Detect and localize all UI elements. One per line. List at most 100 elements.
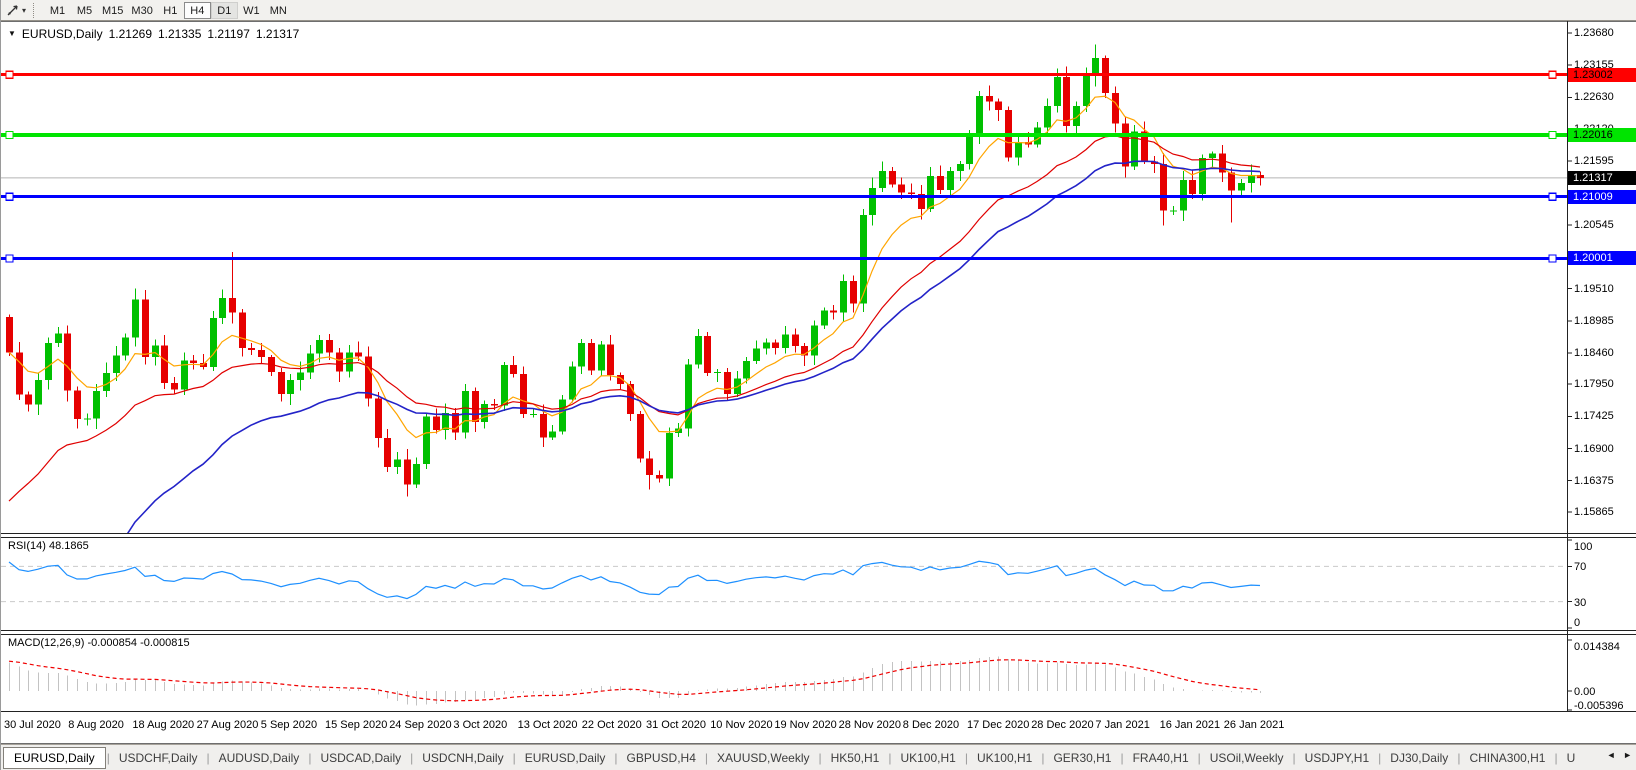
timeframe-button-m15[interactable]: M15 (98, 2, 127, 19)
candle-body (258, 349, 265, 358)
candle-body (918, 194, 925, 209)
tab-separator: | (1041, 750, 1045, 765)
date-axis-label: 31 Oct 2020 (646, 719, 706, 731)
candle-body (1112, 93, 1119, 124)
symbol-dropdown-triangle-icon[interactable]: ▼ (8, 29, 16, 38)
chart-tab-usoil-weekly[interactable]: USOil,Weekly (1209, 750, 1284, 765)
date-axis-label: 22 Oct 2020 (581, 719, 642, 731)
tab-separator: | (964, 750, 968, 765)
line-drag-handle[interactable] (5, 192, 14, 201)
timeframe-button-group: M1 M5 M15 M30 H1 H4 D1 W1 MN (44, 1, 292, 19)
chevron-down-icon[interactable]: ▾ (22, 5, 27, 15)
ohlc-low-value: 1.21197 (207, 27, 250, 41)
timeframe-button-h4[interactable]: H4 (183, 1, 211, 19)
candle-body (171, 382, 178, 390)
macd-axis-tick-label: 0.014384 (1574, 641, 1620, 653)
date-axis-label: 27 Aug 2020 (196, 719, 259, 731)
candle-body (161, 345, 168, 383)
tab-separator: | (410, 750, 414, 765)
candle-body (122, 337, 129, 356)
price-level-line[interactable] (1, 133, 1567, 137)
rsi-pane-group (1, 560, 1567, 603)
chart-tab-fra40-h1[interactable]: FRA40,H1 (1132, 750, 1189, 765)
candle-body (578, 343, 585, 367)
candle-body (1083, 75, 1090, 106)
chart-tab-usdcad-daily[interactable]: USDCAD,Daily (320, 750, 402, 765)
line-drag-handle[interactable] (1548, 254, 1557, 263)
chart-tab-audusd-daily[interactable]: AUDUSD,Daily (218, 750, 300, 765)
ohlc-open-value: 1.21269 (108, 27, 152, 41)
candle-body (1092, 58, 1099, 76)
chart-tab-usdjpy-h1[interactable]: USDJPY,H1 (1304, 750, 1370, 765)
candle-body (1257, 175, 1264, 178)
timeframe-button-d1[interactable]: D1 (210, 1, 238, 19)
candle-body (685, 364, 692, 429)
chart-tab-eurusd-daily[interactable]: EURUSD,Daily (524, 750, 606, 765)
candle-body (598, 344, 605, 371)
chart-tab-dj30-daily[interactable]: DJ30,Daily (1390, 750, 1449, 765)
line-drag-handle[interactable] (5, 254, 14, 263)
top-toolbar: ▾ M1 M5 M15 M30 H1 H4 D1 W1 MN (1, 0, 1636, 21)
timeframe-button-m5[interactable]: M5 (71, 2, 98, 19)
horizontal-lines-group (1, 70, 1567, 263)
chart-tab-uk100-h1[interactable]: UK100,H1 (900, 750, 956, 765)
date-axis-label: 16 Jan 2021 (1159, 719, 1221, 731)
timeframe-button-m30[interactable]: M30 (127, 2, 156, 19)
date-axis-label: 7 Jan 2021 (1095, 719, 1150, 731)
timeframe-button-h1[interactable]: H1 (157, 2, 184, 19)
chart-tab-uk100-h1[interactable]: UK100,H1 (976, 750, 1033, 765)
candle-body (462, 390, 469, 433)
candle-body (656, 474, 663, 479)
date-axis-label: 17 Dec 2020 (967, 719, 1030, 731)
scroll-right-icon[interactable]: ► (1623, 750, 1632, 760)
chart-tab-usdchf-daily[interactable]: USDCHF,Daily (118, 750, 198, 765)
candle-body (530, 414, 537, 416)
candle-body (957, 164, 964, 171)
candle-body (821, 310, 828, 326)
current-price-badge: 1.21317 (1568, 170, 1636, 185)
candle-body (35, 379, 42, 405)
line-drag-handle[interactable] (1548, 192, 1557, 201)
candle-body (103, 373, 110, 391)
candle-body (850, 281, 857, 304)
candle-body (190, 360, 197, 363)
arrow-tool-icon[interactable]: ▾ (4, 2, 28, 19)
timeframe-button-mn[interactable]: MN (265, 2, 292, 19)
price-axis-tick-label: 1.19510 (1574, 282, 1614, 295)
chart-tab-eurusd-daily[interactable]: EURUSD,Daily (3, 746, 106, 769)
price-level-badge: 1.21009 (1568, 189, 1636, 204)
candle-body (84, 418, 91, 420)
timeframe-button-w1[interactable]: W1 (238, 2, 265, 19)
chart-tab-ger30-h1[interactable]: GER30,H1 (1053, 750, 1112, 765)
ma-line-slow (126, 160, 1261, 533)
date-axis-label: 8 Dec 2020 (902, 719, 960, 731)
candle-body (724, 371, 731, 395)
line-drag-handle[interactable] (1548, 130, 1557, 140)
chart-tab-china300-h1[interactable]: CHINA300,H1 (1469, 750, 1546, 765)
timeframe-button-m1[interactable]: M1 (44, 2, 71, 19)
tab-separator: | (1120, 750, 1124, 765)
chart-tab-u[interactable]: U (1566, 750, 1576, 765)
line-drag-handle[interactable] (5, 130, 14, 140)
candle-body (442, 413, 449, 431)
candle-body (937, 175, 944, 190)
candle-body (152, 345, 159, 358)
scroll-left-icon[interactable]: ◄ (1606, 750, 1616, 760)
chart-tab-usdcnh-daily[interactable]: USDCNH,Daily (422, 750, 504, 765)
toolbar-separator (33, 2, 38, 18)
candle-body (394, 459, 401, 467)
price-level-line[interactable] (1, 73, 1567, 77)
line-drag-handle[interactable] (1548, 70, 1557, 79)
candle-body (16, 352, 23, 395)
chart-tab-xauusd-weekly[interactable]: XAUUSD,Weekly (717, 750, 810, 765)
line-drag-handle[interactable] (5, 70, 14, 79)
price-level-line[interactable] (1, 257, 1567, 260)
tab-separator: | (206, 750, 210, 765)
chart-tab-gbpusd-h4[interactable]: GBPUSD,H4 (626, 750, 696, 765)
price-level-line[interactable] (1, 195, 1567, 199)
arrow-tool-glyph (7, 5, 18, 16)
chart-tab-hk50-h1[interactable]: HK50,H1 (830, 750, 880, 765)
macd-axis-tick-label: -0.005396 (1574, 700, 1624, 712)
candle-body (782, 334, 789, 349)
